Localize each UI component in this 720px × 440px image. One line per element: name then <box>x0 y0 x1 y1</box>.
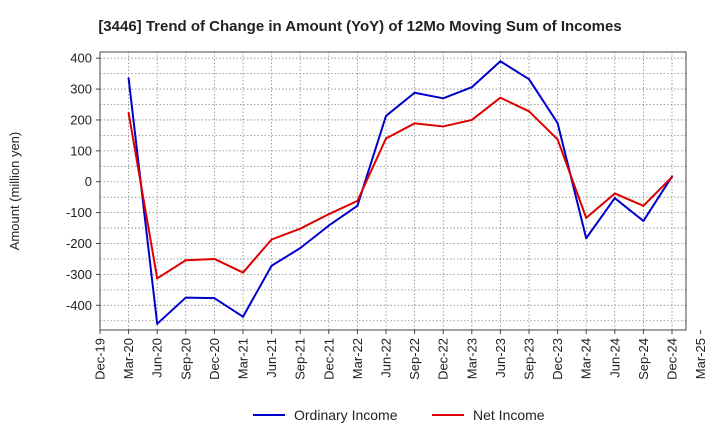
data-point <box>156 322 159 325</box>
legend-label: Net Income <box>473 407 545 423</box>
data-point <box>356 199 359 202</box>
data-point <box>299 227 302 230</box>
data-point <box>127 111 130 114</box>
data-point <box>270 264 273 267</box>
x-tick-label: Sep-21 <box>293 338 308 380</box>
y-tick-label: 0 <box>85 174 92 189</box>
data-point <box>556 138 559 141</box>
x-tick-label: Sep-20 <box>178 338 193 380</box>
x-axis: Dec-19 Mar-20 Jun-20 Sep-20 Dec-20 Mar-21 Jun-… <box>93 330 708 380</box>
x-tick-label: Sep-24 <box>636 338 651 380</box>
data-point <box>327 213 330 216</box>
chart-title: [3446] Trend of Change in Amount (YoY) o… <box>98 18 621 35</box>
data-point <box>213 257 216 260</box>
y-axis: 400 300 200 100 0 -100 -200 -300 -400 <box>66 51 100 313</box>
data-point <box>585 237 588 240</box>
x-tick-label: Jun-23 <box>493 338 508 378</box>
x-tick-label: Mar-20 <box>121 338 136 379</box>
data-point <box>470 118 473 121</box>
x-tick-label: Dec-20 <box>207 338 222 380</box>
data-point <box>413 122 416 125</box>
data-point <box>356 204 359 207</box>
data-point <box>127 77 130 80</box>
data-point <box>156 277 159 280</box>
data-point <box>385 114 387 117</box>
y-tick-label: -200 <box>66 236 92 251</box>
legend: Ordinary Income Net Income <box>253 407 545 423</box>
x-tick-label: Dec-19 <box>93 338 108 380</box>
x-tick-label: Mar-23 <box>464 338 479 379</box>
series-line-0 <box>127 60 673 325</box>
data-point <box>556 122 559 125</box>
data-point <box>213 297 216 300</box>
data-point <box>528 78 530 81</box>
data-point <box>184 296 187 299</box>
y-tick-label: -100 <box>66 205 92 220</box>
series-line-1 <box>127 96 673 280</box>
x-tick-label: Mar-21 <box>236 338 251 379</box>
plot-frame <box>99 51 687 331</box>
x-tick-label: Dec-21 <box>321 338 336 380</box>
x-tick-label: Sep-23 <box>522 338 537 380</box>
data-point <box>528 110 530 113</box>
x-tick-label: Jun-20 <box>150 338 165 378</box>
plot-area <box>100 52 686 330</box>
data-point <box>613 197 616 200</box>
series-group <box>127 60 673 325</box>
grid-lines <box>100 52 686 330</box>
x-tick-label: Dec-22 <box>436 338 451 380</box>
x-tick-label: Mar-22 <box>350 338 365 379</box>
data-point <box>671 176 673 179</box>
data-point <box>242 315 244 318</box>
y-tick-label: 400 <box>70 51 92 66</box>
data-point <box>499 60 502 63</box>
data-point <box>299 247 302 250</box>
data-point <box>499 96 502 99</box>
data-point <box>385 137 387 140</box>
y-tick-label: 300 <box>70 82 92 97</box>
y-axis-label: Amount (million yen) <box>7 132 22 251</box>
y-tick-label: 100 <box>70 143 92 158</box>
data-point <box>470 86 473 89</box>
data-point <box>242 271 244 274</box>
data-point <box>642 219 645 222</box>
x-tick-label: Mar-25 <box>693 338 708 379</box>
data-point <box>413 91 416 94</box>
data-point <box>613 192 616 195</box>
data-point <box>270 238 273 241</box>
y-tick-label: -300 <box>66 267 92 282</box>
x-tick-label: Jun-22 <box>379 338 394 378</box>
legend-label: Ordinary Income <box>294 407 398 423</box>
data-point <box>327 224 330 227</box>
x-tick-label: Jun-24 <box>607 338 622 378</box>
x-tick-label: Dec-23 <box>550 338 565 380</box>
data-point <box>585 216 588 219</box>
x-tick-label: Mar-24 <box>579 338 594 379</box>
y-tick-label: -400 <box>66 298 92 313</box>
x-tick-label: Sep-22 <box>407 338 422 380</box>
y-tick-label: 200 <box>70 112 92 127</box>
data-point <box>184 259 187 262</box>
data-point <box>442 97 445 100</box>
x-tick-label: Jun-21 <box>264 338 279 378</box>
data-point <box>642 204 645 207</box>
data-point <box>442 125 445 128</box>
x-tick-label: Dec-24 <box>665 338 680 380</box>
